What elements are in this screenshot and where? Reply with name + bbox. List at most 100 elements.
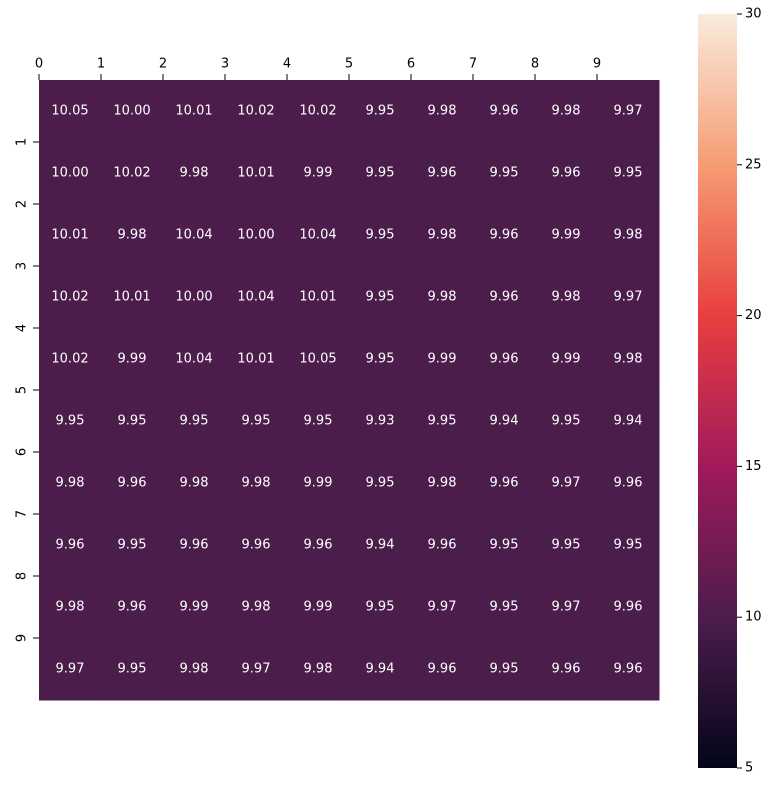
- cell-label: 9.95: [614, 166, 643, 181]
- cell: [535, 390, 598, 453]
- cell: [473, 514, 536, 577]
- cell-label: 9.98: [428, 228, 457, 243]
- cell: [473, 142, 536, 205]
- colorbar-tick-label: 25: [745, 157, 762, 172]
- cell: [163, 452, 226, 515]
- cell-label: 9.99: [304, 166, 333, 181]
- cell-label: 9.95: [490, 600, 519, 615]
- cell-label: 10.00: [237, 228, 274, 243]
- y-tick-label: 1: [15, 138, 30, 146]
- cell-label: 9.96: [614, 476, 643, 491]
- cell-label: 9.99: [304, 600, 333, 615]
- cell-label: 9.95: [366, 166, 395, 181]
- cell-label: 9.96: [552, 662, 581, 677]
- cell-label: 9.97: [614, 104, 643, 119]
- cell-label: 9.98: [180, 166, 209, 181]
- cell: [411, 142, 474, 205]
- cell: [225, 576, 288, 639]
- cell: [39, 390, 102, 453]
- cell: [39, 142, 102, 205]
- y-tick-label: 6: [15, 448, 30, 456]
- cell-label: 9.98: [552, 290, 581, 305]
- cell: [535, 328, 598, 391]
- cell-label: 9.93: [366, 414, 395, 429]
- cell-label: 9.95: [552, 414, 581, 429]
- cell-label: 10.01: [237, 166, 274, 181]
- cell: [349, 328, 412, 391]
- cell: [39, 80, 102, 143]
- cell-label: 9.95: [366, 476, 395, 491]
- cell: [101, 514, 164, 577]
- cell: [597, 390, 660, 453]
- cell: [287, 576, 350, 639]
- cell: [411, 638, 474, 701]
- cell: [163, 638, 226, 701]
- x-tick-label: 9: [593, 57, 601, 72]
- cell-label: 9.95: [366, 228, 395, 243]
- cell: [101, 390, 164, 453]
- cell: [473, 576, 536, 639]
- cell-label: 10.01: [51, 228, 88, 243]
- cell-label: 10.02: [237, 104, 274, 119]
- y-tick-label: 5: [15, 386, 30, 394]
- cell: [163, 266, 226, 329]
- cell: [225, 638, 288, 701]
- cell-label: 9.95: [490, 662, 519, 677]
- cell-label: 9.99: [552, 352, 581, 367]
- cell-label: 10.01: [299, 290, 336, 305]
- cell: [411, 328, 474, 391]
- cell-label: 9.95: [366, 104, 395, 119]
- cell: [101, 204, 164, 267]
- cell: [163, 576, 226, 639]
- cell-label: 9.96: [428, 662, 457, 677]
- cell: [411, 514, 474, 577]
- cell-label: 9.98: [614, 228, 643, 243]
- cell: [535, 204, 598, 267]
- cell-label: 9.96: [490, 476, 519, 491]
- cell-label: 9.98: [180, 662, 209, 677]
- cell: [101, 80, 164, 143]
- cell-label: 9.96: [118, 476, 147, 491]
- cell: [101, 142, 164, 205]
- cell-label: 9.99: [552, 228, 581, 243]
- cell-label: 9.95: [56, 414, 85, 429]
- cell-label: 9.95: [304, 414, 333, 429]
- cell: [473, 266, 536, 329]
- cell-label: 9.95: [366, 352, 395, 367]
- cell-label: 9.94: [614, 414, 643, 429]
- cell-label: 9.97: [242, 662, 271, 677]
- cell: [473, 638, 536, 701]
- cell-label: 9.99: [118, 352, 147, 367]
- cell: [597, 638, 660, 701]
- cell: [287, 328, 350, 391]
- cell: [535, 142, 598, 205]
- cell: [287, 266, 350, 329]
- cell: [535, 80, 598, 143]
- colorbar-tick-label: 10: [745, 610, 762, 625]
- cell-label: 9.98: [428, 476, 457, 491]
- cell: [349, 576, 412, 639]
- cell: [349, 514, 412, 577]
- y-tick-label: 7: [15, 510, 30, 518]
- x-tick-label: 6: [407, 57, 415, 72]
- cell: [349, 204, 412, 267]
- cell: [225, 80, 288, 143]
- y-tick-label: 4: [15, 324, 30, 332]
- cell: [535, 576, 598, 639]
- cell: [163, 80, 226, 143]
- x-tick-label: 0: [35, 57, 43, 72]
- cell: [163, 514, 226, 577]
- cell: [101, 266, 164, 329]
- cell-label: 9.98: [304, 662, 333, 677]
- cell-label: 9.98: [118, 228, 147, 243]
- cell: [473, 390, 536, 453]
- cell-label: 10.00: [113, 104, 150, 119]
- cell: [349, 390, 412, 453]
- cell-label: 9.99: [304, 476, 333, 491]
- cell: [473, 204, 536, 267]
- cell: [39, 328, 102, 391]
- cell-label: 9.99: [180, 600, 209, 615]
- cell: [411, 266, 474, 329]
- cell: [535, 452, 598, 515]
